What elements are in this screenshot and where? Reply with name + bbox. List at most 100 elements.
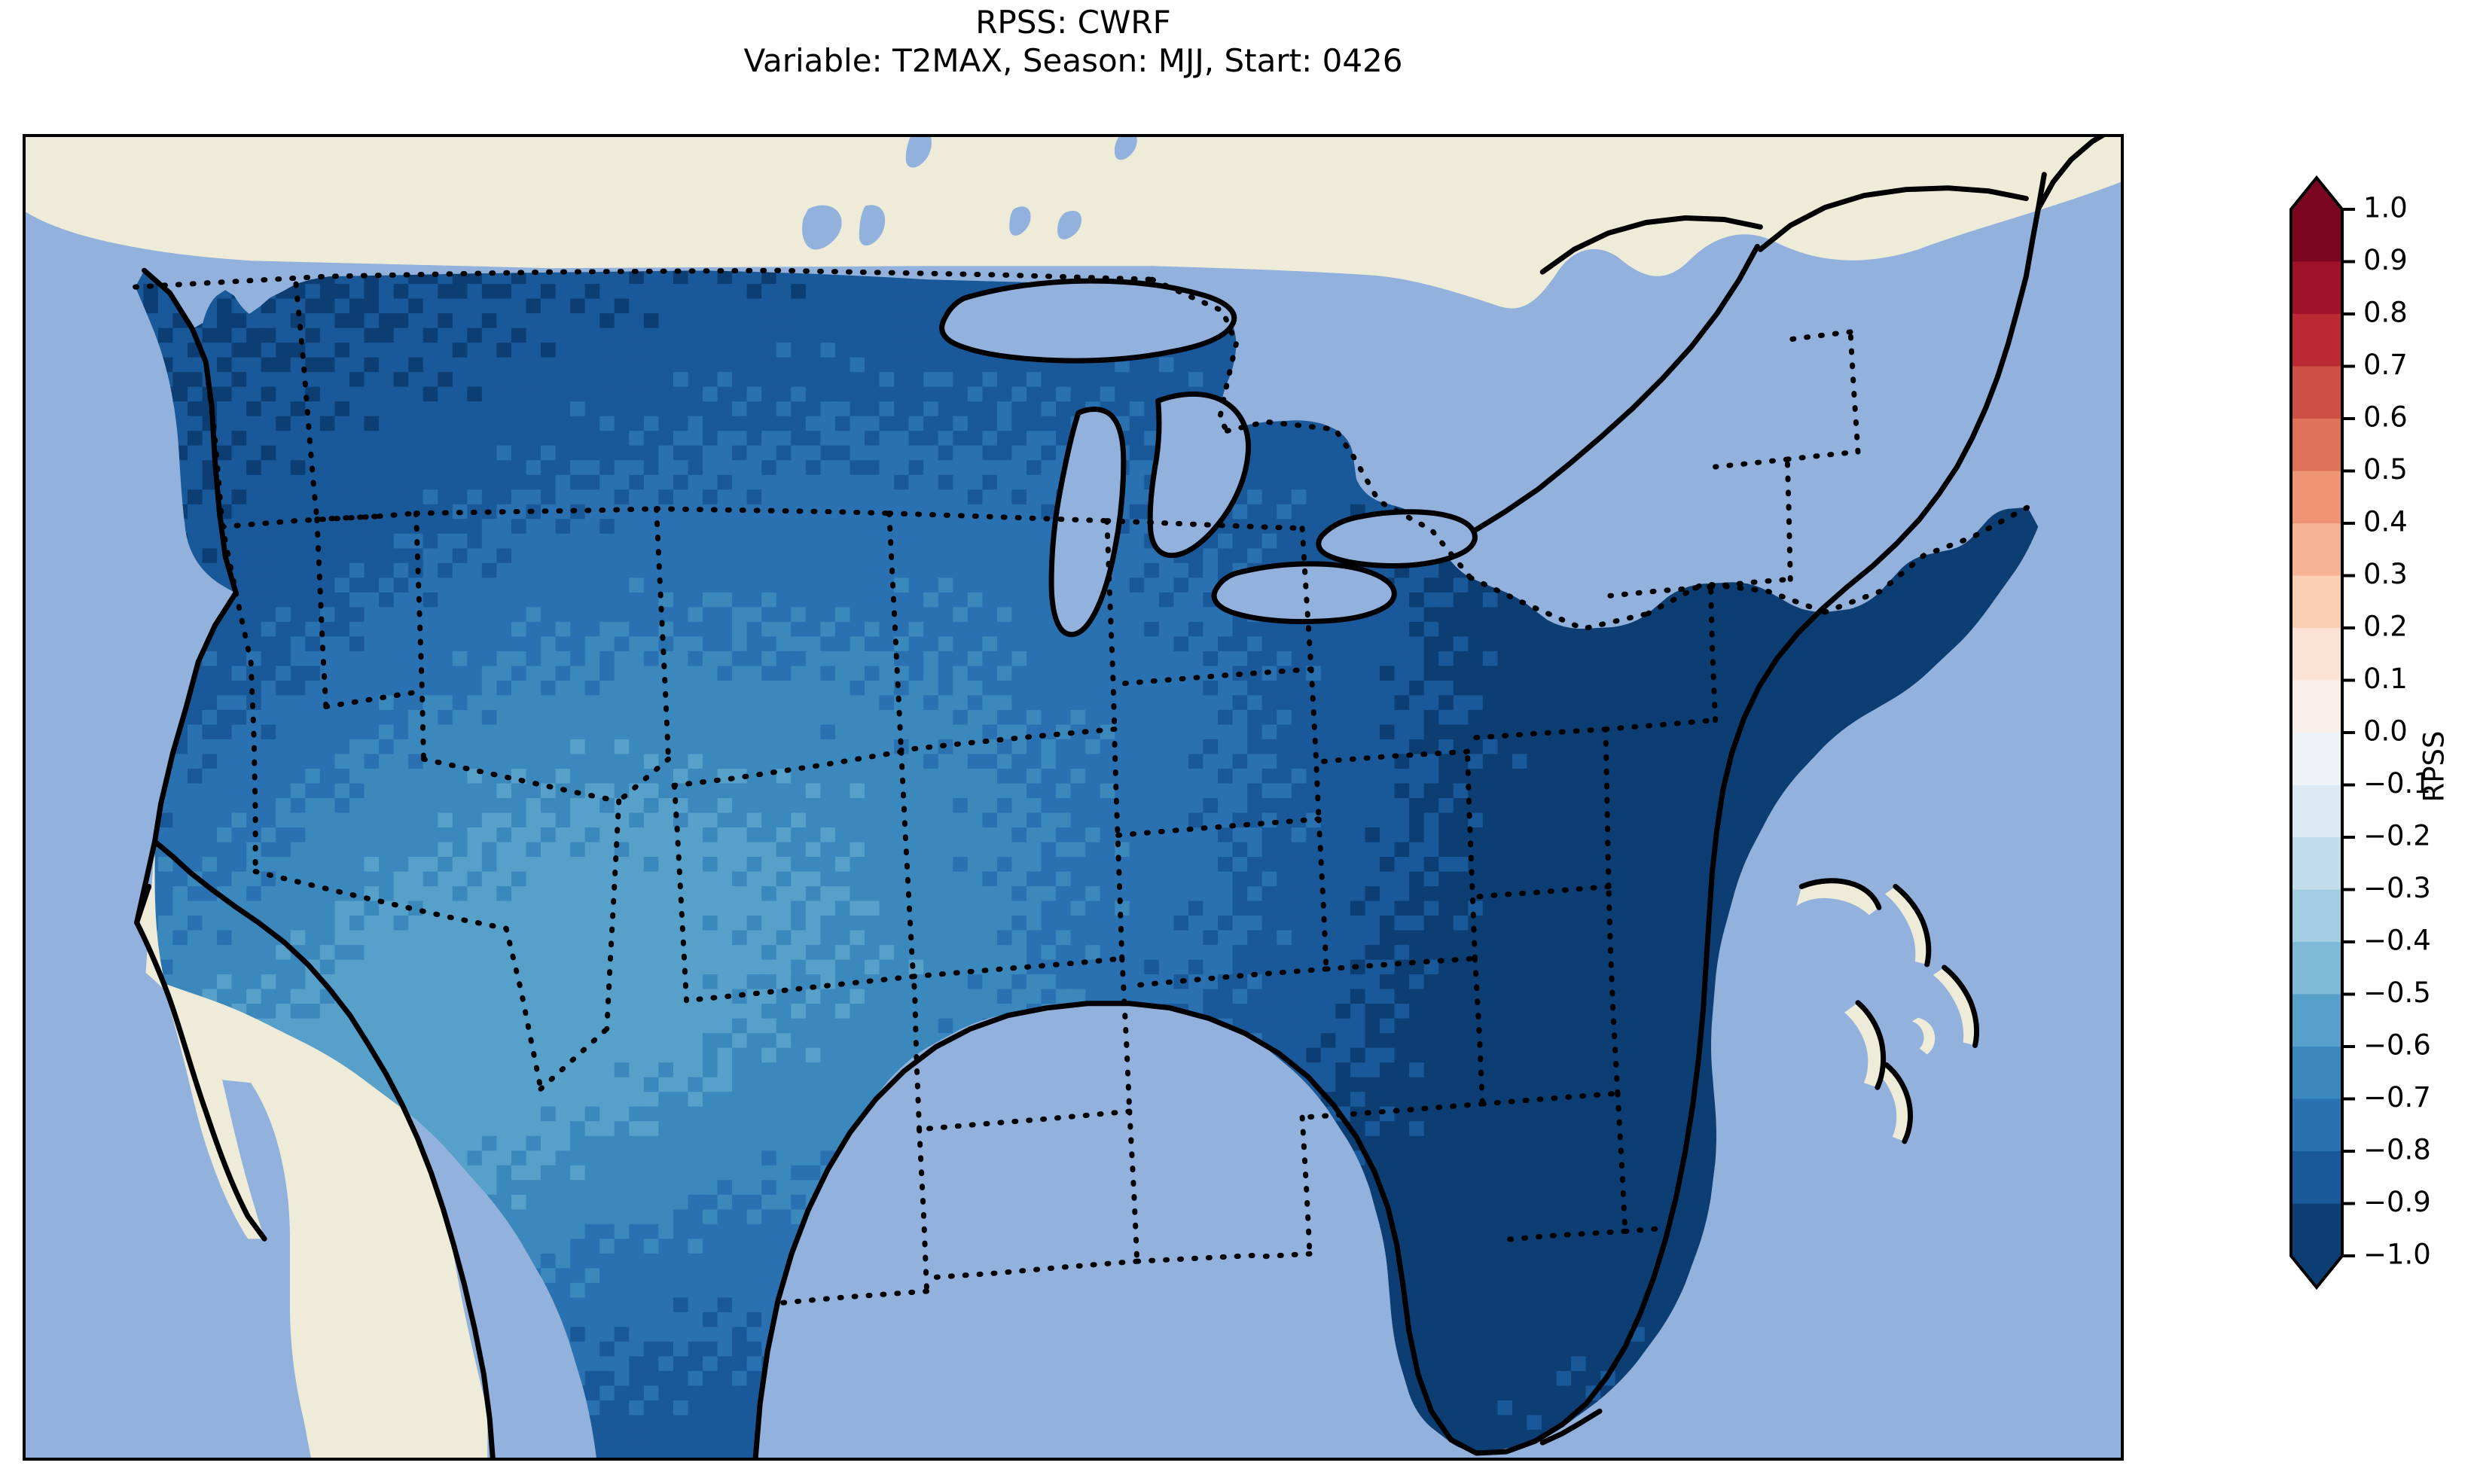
rpss-cell [526,313,541,329]
rpss-cell [614,460,630,476]
rpss-cell [261,489,276,505]
rpss-cell [541,298,557,314]
rpss-cell [629,328,645,343]
rpss-cell [408,577,424,593]
rpss-cell [334,343,350,358]
rpss-cell [688,519,703,535]
rpss-cell [511,533,527,550]
rpss-cell [1983,548,1999,564]
rpss-cell [761,533,777,550]
rpss-cell [349,416,365,431]
rpss-cell [1409,592,1425,608]
rpss-cell [732,343,748,358]
rpss-cell [261,504,276,520]
rpss-cell [791,416,807,431]
rpss-cell [438,298,453,314]
rpss-cell [938,636,953,652]
rpss-cell [408,372,424,388]
rpss-cell [805,548,822,564]
rpss-cell [791,328,807,343]
rpss-cell [290,298,307,314]
rpss-cell [246,489,262,505]
rpss-cell [732,328,748,343]
rpss-cell [791,474,807,490]
rpss-cell [688,592,703,608]
rpss-cell [290,621,307,638]
lake [1009,206,1031,236]
rpss-cell [555,431,571,446]
rpss-cell [1129,386,1145,402]
rpss-cell [1158,577,1175,593]
rpss-cell [526,607,541,623]
rpss-cell [541,548,557,564]
rpss-cell [805,357,822,373]
rpss-cell [820,431,836,446]
rpss-cell [290,386,307,402]
rpss-cell [1409,577,1425,593]
rpss-cell [1895,607,1911,623]
rpss-cell [1026,372,1042,388]
rpss-cell [452,548,468,564]
rpss-cell [290,489,307,505]
rpss-cell [364,519,380,535]
rpss-cell [393,298,409,314]
rpss-cell [599,284,615,300]
rpss-cell [703,270,718,285]
rpss-cell [1482,621,1499,638]
rpss-cell [511,401,527,417]
rpss-cell [1026,636,1042,652]
rpss-cell [467,431,483,446]
rpss-cell [290,562,307,579]
rpss-cell [334,328,350,343]
rpss-cell [732,416,748,431]
rpss-cell [1011,577,1027,593]
rpss-cell [1218,343,1234,358]
rpss-cell [688,328,703,343]
rpss-cell [261,636,276,652]
rpss-cell [673,577,689,593]
rpss-cell [217,431,233,446]
rpss-cell [423,460,438,476]
rpss-cell [1261,621,1277,638]
rpss-cell [1026,562,1042,579]
rpss-cell [570,357,586,373]
rpss-cell [379,460,395,476]
rpss-cell [923,284,939,300]
rpss-cell [379,636,395,652]
rpss-cell [658,548,674,564]
rpss-cell [834,460,851,476]
rpss-cell [334,386,350,402]
rpss-cell [423,372,438,388]
rpss-cell [1320,636,1337,652]
bahamas-island [1884,886,1929,964]
rpss-cell [834,386,851,402]
rpss-cell [673,343,689,358]
rpss-cell [982,636,998,652]
rpss-cell [1747,592,1763,608]
rpss-cell [629,416,645,431]
rpss-cell [570,416,586,431]
rpss-cell [658,270,674,285]
rpss-cell [349,577,365,593]
rpss-cell [1026,460,1042,476]
rpss-cell [334,519,350,535]
rpss-cell [393,460,409,476]
rpss-cell [496,357,512,373]
rpss-cell [423,284,438,300]
rpss-cell [526,592,541,608]
rpss-cell [629,562,645,579]
rpss-cell [1173,621,1189,638]
rpss-cell [1335,621,1351,638]
rpss-cell [599,577,615,593]
rpss-cell [746,460,762,476]
rpss-cell [850,533,865,550]
rpss-cell [555,504,571,520]
rpss-cell [864,636,880,652]
rpss-cell [996,636,1013,652]
rpss-cell [1335,489,1351,505]
rpss-cell [614,607,630,623]
rpss-cell [526,636,541,652]
rpss-cell [481,445,498,461]
rpss-cell [923,504,939,520]
rpss-cell [1158,607,1175,623]
